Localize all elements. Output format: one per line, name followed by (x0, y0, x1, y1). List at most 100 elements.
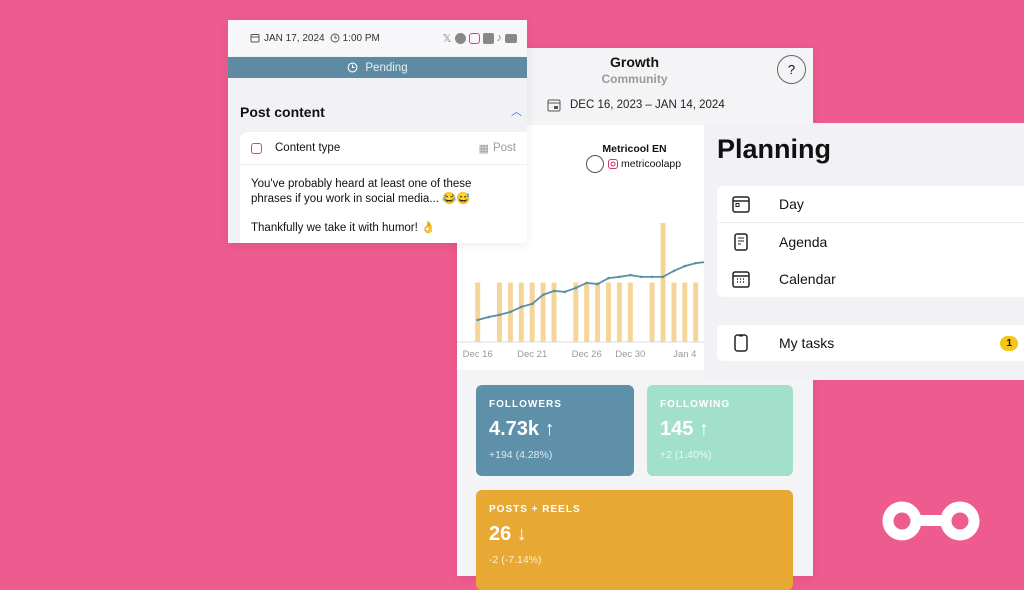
planning-panel: Planning Day Agenda Calendar My tasks 1 (704, 123, 1024, 380)
card-change: +194 (4.28%) (489, 449, 553, 461)
growth-subtitle: Community (601, 72, 668, 86)
card-value: 145 ↑ (660, 418, 709, 440)
post-count-bar (671, 282, 677, 342)
item-label: Agenda (779, 233, 828, 250)
followers-point (629, 273, 632, 277)
x-tick-label: Dec 30 (615, 349, 645, 360)
post-date: JAN 17, 2024 (264, 32, 325, 44)
clipboard-icon (734, 334, 748, 352)
linkedin-icon[interactable] (482, 32, 494, 44)
calendar-icon (547, 99, 561, 112)
section-title: Post content (240, 104, 325, 120)
content-card: Content type ▦ Post You've probably hear… (240, 132, 527, 243)
account-avatar (586, 155, 604, 173)
post-text-line: You've probably heard at least one of th… (251, 178, 472, 190)
followers-card[interactable]: FOLLOWERS 4.73k ↑ +194 (4.28%) (476, 385, 634, 476)
calendar-icon (250, 34, 260, 43)
account-handle: metricoolapp (621, 158, 682, 170)
followers-point (520, 305, 523, 309)
followers-point (639, 275, 643, 279)
post-count-bar (616, 282, 622, 342)
post-count-bar (475, 282, 481, 342)
post-count-bar (518, 282, 524, 342)
following-card[interactable]: FOLLOWING 145 ↑ +2 (1.40%) (647, 385, 793, 476)
instagram-icon (608, 159, 618, 169)
x-icon[interactable]: 𝕏 (442, 32, 452, 45)
x-tick-label: Dec 16 (463, 349, 493, 360)
card-value: 4.73k ↑ (489, 418, 555, 440)
followers-point (596, 282, 599, 286)
post-count-bar (660, 223, 666, 342)
facebook-icon[interactable] (454, 32, 466, 44)
post-count-bar (540, 282, 546, 342)
post-count-bar (649, 282, 655, 342)
help-button[interactable]: ? (777, 55, 806, 84)
followers-point (476, 318, 479, 322)
card-change: +2 (1.40%) (660, 449, 712, 461)
followers-point (563, 290, 567, 294)
posts-reels-card[interactable]: POSTS + REELS 26 ↓ -2 (-7.14%) (476, 490, 793, 590)
planning-item-day[interactable]: Day (717, 186, 1024, 223)
followers-point (498, 313, 501, 317)
status-bar: Pending (228, 57, 527, 78)
followers-line (477, 261, 704, 321)
post-count-bar (627, 282, 633, 342)
followers-point (585, 281, 588, 285)
followers-point (694, 261, 697, 265)
youtube-icon[interactable] (505, 33, 517, 43)
followers-point (650, 275, 654, 279)
post-panel: JAN 17, 2024 1:00 PM 𝕏 ♪ Pending Post co… (228, 20, 527, 243)
followers-point (552, 289, 556, 293)
followers-point (509, 310, 512, 314)
item-label: Day (779, 196, 804, 212)
clock-icon (347, 62, 358, 73)
x-tick-label: Jan 4 (673, 349, 696, 360)
card-label: POSTS + REELS (489, 504, 581, 515)
my-tasks-item[interactable]: My tasks 1 (717, 325, 1024, 361)
followers-point (661, 275, 665, 279)
followers-point (618, 275, 621, 279)
instagram-icon (251, 142, 262, 154)
item-label: Calendar (779, 270, 836, 287)
calendar-day-icon (732, 196, 750, 213)
post-count-bar (606, 282, 611, 342)
post-count-bar (595, 282, 601, 342)
card-change: -2 (-7.14%) (489, 554, 542, 566)
post-count-bar (529, 282, 535, 342)
growth-title: Growth (610, 54, 659, 70)
post-count-bar (584, 282, 590, 342)
date-range-picker[interactable]: DEC 16, 2023 – JAN 14, 2024 (547, 98, 725, 112)
card-value: 26 ↓ (489, 523, 527, 545)
account-name: Metricool EN (602, 143, 667, 155)
content-type-value[interactable]: Post (492, 142, 516, 154)
followers-point (683, 264, 687, 268)
instagram-icon[interactable] (468, 32, 480, 44)
grid-icon: ▦ (478, 142, 489, 155)
followers-point (530, 302, 534, 306)
content-type-label: Content type (275, 142, 341, 154)
planning-item-agenda[interactable]: Agenda (717, 223, 1024, 260)
x-tick-label: Dec 21 (517, 349, 547, 360)
planning-title: Planning (717, 134, 831, 164)
post-count-bar (573, 282, 579, 342)
card-label: FOLLOWERS (489, 399, 562, 410)
calendar-icon (732, 270, 750, 288)
date-range: DEC 16, 2023 – JAN 14, 2024 (570, 99, 725, 111)
followers-point (487, 315, 490, 319)
followers-point (607, 276, 610, 280)
clock-icon (330, 33, 340, 43)
followers-point (574, 286, 578, 290)
post-text-line: phrases if you work in social media... 😂… (251, 193, 471, 205)
card-label: FOLLOWING (660, 399, 731, 410)
post-count-bar (682, 282, 688, 342)
x-tick-label: Dec 26 (572, 349, 602, 360)
planning-item-calendar[interactable]: Calendar (717, 260, 1024, 297)
post-count-bar (551, 282, 557, 342)
collapse-icon[interactable]: ︿ (511, 106, 522, 118)
status-label: Pending (365, 61, 408, 74)
item-label: My tasks (779, 335, 835, 351)
tiktok-icon[interactable]: ♪ (496, 32, 503, 44)
followers-point (541, 293, 545, 297)
post-time: 1:00 PM (342, 32, 380, 44)
post-text-line: Thankfully we take it with humor! 👌 (251, 222, 436, 234)
